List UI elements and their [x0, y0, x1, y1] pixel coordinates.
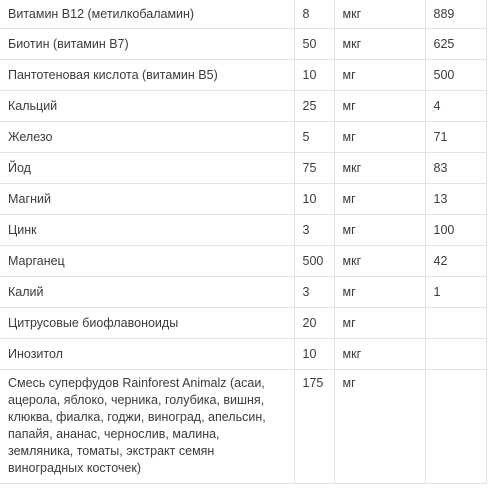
nutrient-name: Йод: [0, 152, 295, 184]
table-row: Калий 3 мг 1: [0, 276, 487, 308]
nutrient-unit: мг: [334, 90, 426, 122]
table-row: Витамин B12 (метилкобаламин) 8 мкг 889: [0, 0, 487, 29]
nutrient-amount: 25: [294, 90, 335, 122]
nutrient-daily-value: 4: [425, 90, 487, 122]
nutrient-unit: мкг: [334, 28, 426, 60]
nutrient-amount: 75: [294, 152, 335, 184]
table-row: Железо 5 мг 71: [0, 121, 487, 153]
nutrient-daily-value: 13: [425, 183, 487, 215]
nutrient-amount: 20: [294, 307, 335, 339]
table-row: Магний 10 мг 13: [0, 183, 487, 215]
nutrient-unit: мг: [334, 59, 426, 91]
nutrient-daily-value: [425, 307, 487, 339]
table-row: Кальций 25 мг 4: [0, 90, 487, 122]
nutrient-daily-value: 42: [425, 245, 487, 277]
nutrient-amount: 3: [294, 214, 335, 246]
nutrient-daily-value: [425, 338, 487, 370]
table-row: Пантотеновая кислота (витамин B5) 10 мг …: [0, 59, 487, 91]
table-row: Цинк 3 мг 100: [0, 214, 487, 246]
nutrient-daily-value: 889: [425, 0, 487, 29]
nutrient-amount: 3: [294, 276, 335, 308]
table-row: Йод 75 мкг 83: [0, 152, 487, 184]
nutrient-name: Биотин (витамин B7): [0, 28, 295, 60]
nutrient-unit: мг: [334, 214, 426, 246]
nutrient-name: Железо: [0, 121, 295, 153]
nutrient-unit: мг: [334, 183, 426, 215]
nutrient-unit: мг: [334, 307, 426, 339]
nutrient-daily-value: 100: [425, 214, 487, 246]
nutrient-unit: мг: [334, 121, 426, 153]
nutrient-unit: мкг: [334, 245, 426, 277]
nutrient-amount: 50: [294, 28, 335, 60]
nutrient-daily-value: 625: [425, 28, 487, 60]
nutrient-amount: 500: [294, 245, 335, 277]
nutrient-unit: мг: [334, 276, 426, 308]
nutrient-name: Пантотеновая кислота (витамин B5): [0, 59, 295, 91]
nutrient-name: Калий: [0, 276, 295, 308]
table-row: Смесь суперфудов Rainforest Animalz (аса…: [0, 369, 487, 484]
table-row: Цитрусовые биофлавоноиды 20 мг: [0, 307, 487, 339]
nutrient-daily-value: 71: [425, 121, 487, 153]
nutrient-name: Инозитол: [0, 338, 295, 370]
nutrient-daily-value: 500: [425, 59, 487, 91]
nutrient-daily-value: 83: [425, 152, 487, 184]
nutrient-unit: мкг: [334, 152, 426, 184]
nutrient-amount: 8: [294, 0, 335, 29]
nutrient-daily-value: [425, 369, 487, 484]
nutrient-name: Цитрусовые биофлавоноиды: [0, 307, 295, 339]
nutrient-unit: мкг: [334, 338, 426, 370]
nutrient-amount: 10: [294, 59, 335, 91]
nutrient-name: Кальций: [0, 90, 295, 122]
nutrient-name: Магний: [0, 183, 295, 215]
nutrient-amount: 5: [294, 121, 335, 153]
nutrient-unit: мг: [334, 369, 426, 484]
nutrient-name: Цинк: [0, 214, 295, 246]
nutrient-name: Витамин B12 (метилкобаламин): [0, 0, 295, 29]
table-row: Марганец 500 мкг 42: [0, 245, 487, 277]
nutrient-amount: 175: [294, 369, 335, 484]
nutrition-table: Витамин B12 (метилкобаламин) 8 мкг 889 Б…: [0, 0, 487, 484]
table-row: Биотин (витамин B7) 50 мкг 625: [0, 28, 487, 60]
nutrient-name: Марганец: [0, 245, 295, 277]
table-row: Инозитол 10 мкг: [0, 338, 487, 370]
nutrient-daily-value: 1: [425, 276, 487, 308]
nutrient-amount: 10: [294, 183, 335, 215]
nutrient-name: Смесь суперфудов Rainforest Animalz (аса…: [0, 369, 295, 484]
nutrient-amount: 10: [294, 338, 335, 370]
nutrient-unit: мкг: [334, 0, 426, 29]
